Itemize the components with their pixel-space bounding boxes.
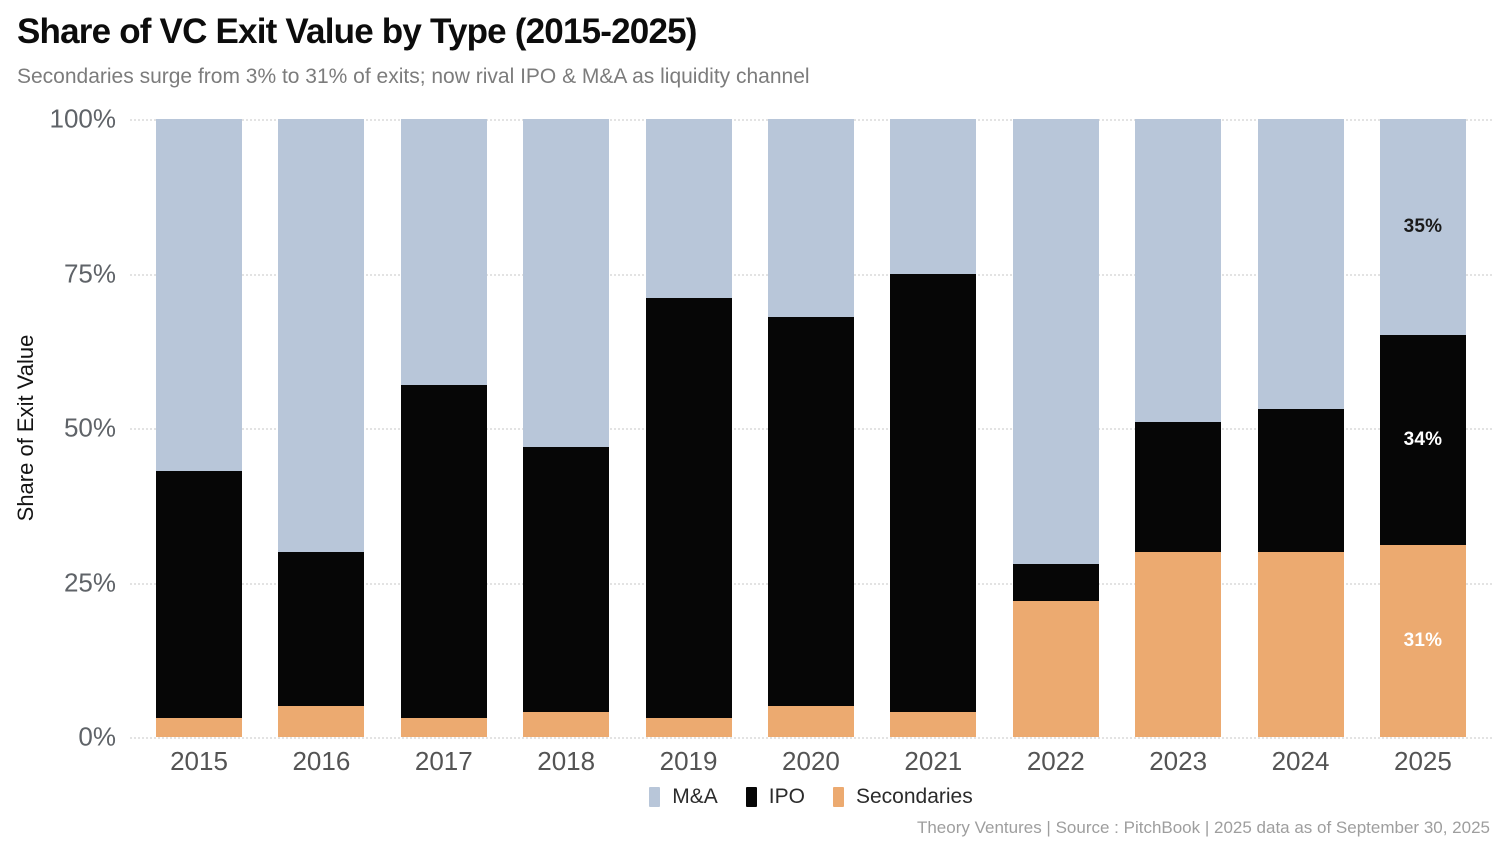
legend-item-ipo: IPO xyxy=(745,785,805,809)
chart-subtitle: Secondaries surge from 3% to 31% of exit… xyxy=(17,65,810,88)
bar-segment-secondaries-2019 xyxy=(645,718,732,737)
x-tick-label-2016: 2016 xyxy=(292,746,351,776)
x-tick-label-2025: 2025 xyxy=(1393,746,1452,776)
source-caption: Theory Ventures | Source : PitchBook | 2… xyxy=(916,818,1490,837)
bar-segment-ipo-2020 xyxy=(767,316,854,707)
legend-swatch-2 xyxy=(832,787,844,807)
bar-2015: 2015 xyxy=(156,119,242,776)
x-tick-label-2015: 2015 xyxy=(170,746,228,776)
bar-2024: 2024 xyxy=(1257,119,1344,776)
legend-item-secondaries: Secondaries xyxy=(832,785,973,809)
bar-segment-m-a-2020 xyxy=(767,119,854,317)
bar-segment-m-a-2023 xyxy=(1135,119,1222,422)
bar-segment-m-a-2017 xyxy=(400,119,487,385)
segment-value-label-secondaries: 31% xyxy=(1403,630,1443,652)
x-tick-label-2023: 2023 xyxy=(1149,746,1208,776)
bars-layer: 2015 2016 2017 2018 2019 2020 2021 2022 2023 2024… xyxy=(130,119,1492,776)
bar-segment-secondaries-2020 xyxy=(767,706,854,737)
bar-2017: 2017 xyxy=(400,119,487,776)
bar-segment-secondaries-2021 xyxy=(890,712,977,737)
y-tick-label-75: 75% xyxy=(63,258,116,288)
bar-segment-ipo-2016 xyxy=(278,551,365,707)
bar-segment-m-a-2019 xyxy=(645,119,732,299)
bar-segment-ipo-2025: 34% xyxy=(1379,335,1466,546)
x-tick-label-2022: 2022 xyxy=(1026,746,1085,776)
bar-segment-secondaries-2016 xyxy=(278,706,365,737)
bar-segment-secondaries-2015 xyxy=(156,718,242,737)
segment-value-label-m-a: 35% xyxy=(1403,216,1443,238)
legend-label-2: Secondaries xyxy=(855,785,973,808)
bar-segment-m-a-2018 xyxy=(523,119,610,447)
segment-value-label-ipo: 34% xyxy=(1403,429,1443,451)
bar-2019: 2019 xyxy=(645,119,732,776)
gridline-0 xyxy=(130,737,1492,739)
bar-segment-m-a-2021 xyxy=(890,119,977,274)
x-tick-label-2021: 2021 xyxy=(904,746,963,776)
bar-2025: 31% 34% 35% 2025 xyxy=(1379,119,1466,776)
bar-segment-secondaries-2023 xyxy=(1135,551,1222,737)
bar-segment-secondaries-2022 xyxy=(1012,601,1099,737)
y-tick-label-50: 50% xyxy=(63,412,116,443)
legend-label-1: IPO xyxy=(768,785,805,808)
bar-2016: 2016 xyxy=(278,119,365,776)
bar-segment-m-a-2022 xyxy=(1012,119,1099,564)
x-tick-label-2018: 2018 xyxy=(537,746,596,776)
plot-area: 0% 25% 50% 75% 100% 2015 2016 2017 2018 2019 2020… xyxy=(50,104,1492,776)
legend-swatch-0 xyxy=(649,787,661,807)
legend-swatch-1 xyxy=(745,787,757,807)
bar-segment-ipo-2018 xyxy=(523,446,610,713)
bar-segment-ipo-2024 xyxy=(1257,409,1344,552)
bar-2021: 2021 xyxy=(890,119,977,776)
bar-segment-ipo-2023 xyxy=(1135,421,1222,552)
legend: M&A IPO Secondaries xyxy=(130,785,1492,809)
y-tick-label-25: 25% xyxy=(63,567,116,597)
bar-segment-ipo-2021 xyxy=(890,273,977,713)
y-tick-label-100: 100% xyxy=(49,103,117,134)
bar-2018: 2018 xyxy=(523,119,610,776)
bar-2023: 2023 xyxy=(1135,119,1222,776)
bar-segment-ipo-2022 xyxy=(1012,563,1099,602)
bar-segment-m-a-2025: 35% xyxy=(1379,119,1466,336)
bar-segment-secondaries-2017 xyxy=(400,718,487,737)
y-tick-label-0: 0% xyxy=(78,721,116,752)
bar-segment-ipo-2017 xyxy=(400,384,487,719)
legend-item-m-a: M&A xyxy=(649,785,718,809)
bar-segment-secondaries-2018 xyxy=(523,712,610,737)
bar-segment-ipo-2019 xyxy=(645,298,732,719)
legend-label-0: M&A xyxy=(672,785,718,808)
x-tick-label-2017: 2017 xyxy=(414,746,473,776)
x-tick-label-2020: 2020 xyxy=(782,746,840,776)
bar-segment-secondaries-2025: 31% xyxy=(1379,545,1466,737)
x-tick-label-2024: 2024 xyxy=(1271,746,1330,776)
y-axis-title: Share of Exit Value xyxy=(13,334,38,522)
chart-title: Share of VC Exit Value by Type (2015-202… xyxy=(17,12,697,51)
bar-segment-ipo-2015 xyxy=(156,471,242,719)
bar-segment-secondaries-2024 xyxy=(1257,551,1344,737)
bar-segment-m-a-2015 xyxy=(156,119,242,472)
bar-2020: 2020 xyxy=(767,119,854,776)
bar-segment-m-a-2016 xyxy=(278,119,365,552)
bar-2022: 2022 xyxy=(1012,119,1099,776)
bar-segment-m-a-2024 xyxy=(1257,119,1344,410)
x-tick-label-2019: 2019 xyxy=(659,746,718,776)
